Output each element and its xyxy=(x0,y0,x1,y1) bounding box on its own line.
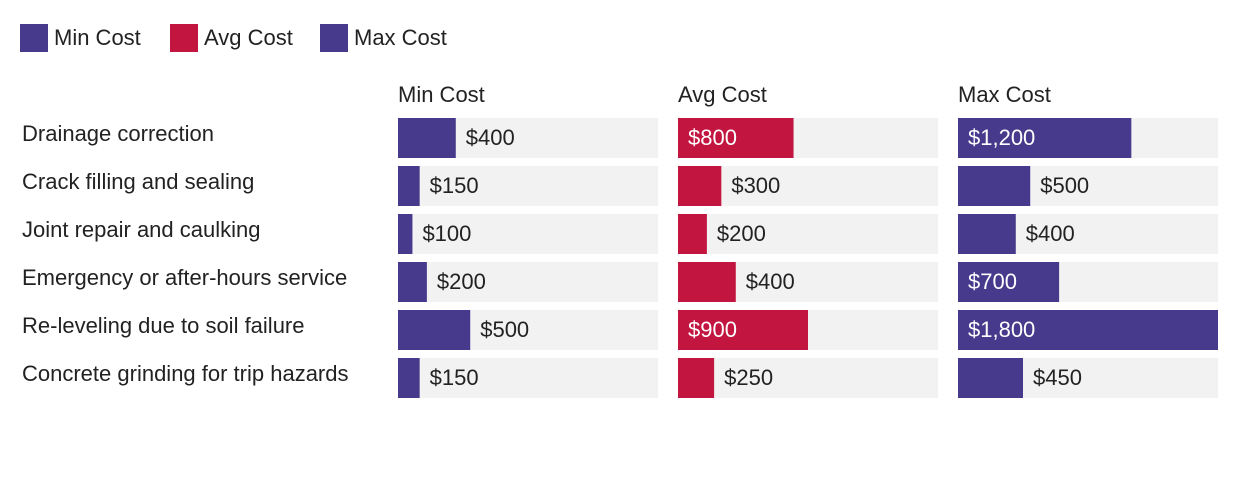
legend-label-avg-cost: Avg Cost xyxy=(204,25,293,50)
data-label-avg-cost-crack-filling-and-sealing: $300 xyxy=(731,173,780,198)
data-label-avg-cost-joint-repair-and-caulking: $200 xyxy=(717,221,766,246)
panel-header-avg-cost: Avg Cost xyxy=(678,82,767,107)
category-label-crack-filling-and-sealing: Crack filling and sealing xyxy=(22,169,254,194)
bar-max-cost-emergency-or-after-hours-service xyxy=(958,262,1060,302)
bar-track-min-cost-concrete-grinding-for-trip-hazards xyxy=(398,358,658,398)
data-label-avg-cost-emergency-or-after-hours-service: $400 xyxy=(746,269,795,294)
data-label-max-cost-joint-repair-and-caulking: $400 xyxy=(1026,221,1075,246)
legend-swatch-min-cost xyxy=(20,24,48,52)
bar-min-cost-concrete-grinding-for-trip-hazards xyxy=(398,358,420,398)
bar-max-cost-concrete-grinding-for-trip-hazards xyxy=(958,358,1023,398)
category-label-drainage-correction: Drainage correction xyxy=(22,121,214,146)
data-label-min-cost-joint-repair-and-caulking: $100 xyxy=(422,221,471,246)
data-label-max-cost-drainage-correction: $1,200 xyxy=(968,125,1035,150)
bar-max-cost-crack-filling-and-sealing xyxy=(958,166,1031,206)
data-label-max-cost-crack-filling-and-sealing: $500 xyxy=(1040,173,1089,198)
category-label-emergency-or-after-hours-service: Emergency or after-hours service xyxy=(22,265,347,290)
bar-min-cost-joint-repair-and-caulking xyxy=(398,214,413,254)
data-label-min-cost-emergency-or-after-hours-service: $200 xyxy=(437,269,486,294)
bar-track-avg-cost-concrete-grinding-for-trip-hazards xyxy=(678,358,938,398)
panel-header-max-cost: Max Cost xyxy=(958,82,1051,107)
data-label-min-cost-crack-filling-and-sealing: $150 xyxy=(430,173,479,198)
bar-track-min-cost-joint-repair-and-caulking xyxy=(398,214,658,254)
bar-min-cost-crack-filling-and-sealing xyxy=(398,166,420,206)
bar-avg-cost-concrete-grinding-for-trip-hazards xyxy=(678,358,715,398)
data-label-avg-cost-concrete-grinding-for-trip-hazards: $250 xyxy=(724,365,773,390)
legend-swatch-avg-cost xyxy=(170,24,198,52)
bar-avg-cost-joint-repair-and-caulking xyxy=(678,214,707,254)
category-label-concrete-grinding-for-trip-hazards: Concrete grinding for trip hazards xyxy=(22,361,349,386)
data-label-max-cost-re-leveling-due-to-soil-failure: $1,800 xyxy=(968,317,1035,342)
category-label-re-leveling-due-to-soil-failure: Re-leveling due to soil failure xyxy=(22,313,305,338)
bar-max-cost-joint-repair-and-caulking xyxy=(958,214,1016,254)
bar-avg-cost-drainage-correction xyxy=(678,118,794,158)
category-label-joint-repair-and-caulking: Joint repair and caulking xyxy=(22,217,260,242)
bar-track-min-cost-crack-filling-and-sealing xyxy=(398,166,658,206)
data-label-min-cost-concrete-grinding-for-trip-hazards: $150 xyxy=(430,365,479,390)
bar-track-avg-cost-joint-repair-and-caulking xyxy=(678,214,938,254)
bar-avg-cost-emergency-or-after-hours-service xyxy=(678,262,736,302)
bar-max-cost-drainage-correction xyxy=(958,118,1132,158)
data-label-max-cost-concrete-grinding-for-trip-hazards: $450 xyxy=(1033,365,1082,390)
data-label-min-cost-drainage-correction: $400 xyxy=(466,125,515,150)
data-label-avg-cost-re-leveling-due-to-soil-failure: $900 xyxy=(688,317,737,342)
data-label-max-cost-emergency-or-after-hours-service: $700 xyxy=(968,269,1017,294)
bar-max-cost-re-leveling-due-to-soil-failure xyxy=(958,310,1218,350)
legend-label-max-cost: Max Cost xyxy=(354,25,447,50)
data-label-min-cost-re-leveling-due-to-soil-failure: $500 xyxy=(480,317,529,342)
bar-avg-cost-re-leveling-due-to-soil-failure xyxy=(678,310,808,350)
legend-swatch-max-cost xyxy=(320,24,348,52)
bar-track-min-cost-emergency-or-after-hours-service xyxy=(398,262,658,302)
legend-label-min-cost: Min Cost xyxy=(54,25,141,50)
bar-min-cost-emergency-or-after-hours-service xyxy=(398,262,427,302)
panel-header-min-cost: Min Cost xyxy=(398,82,485,107)
bar-min-cost-drainage-correction xyxy=(398,118,456,158)
bar-avg-cost-crack-filling-and-sealing xyxy=(678,166,722,206)
data-label-avg-cost-drainage-correction: $800 xyxy=(688,125,737,150)
bar-min-cost-re-leveling-due-to-soil-failure xyxy=(398,310,471,350)
